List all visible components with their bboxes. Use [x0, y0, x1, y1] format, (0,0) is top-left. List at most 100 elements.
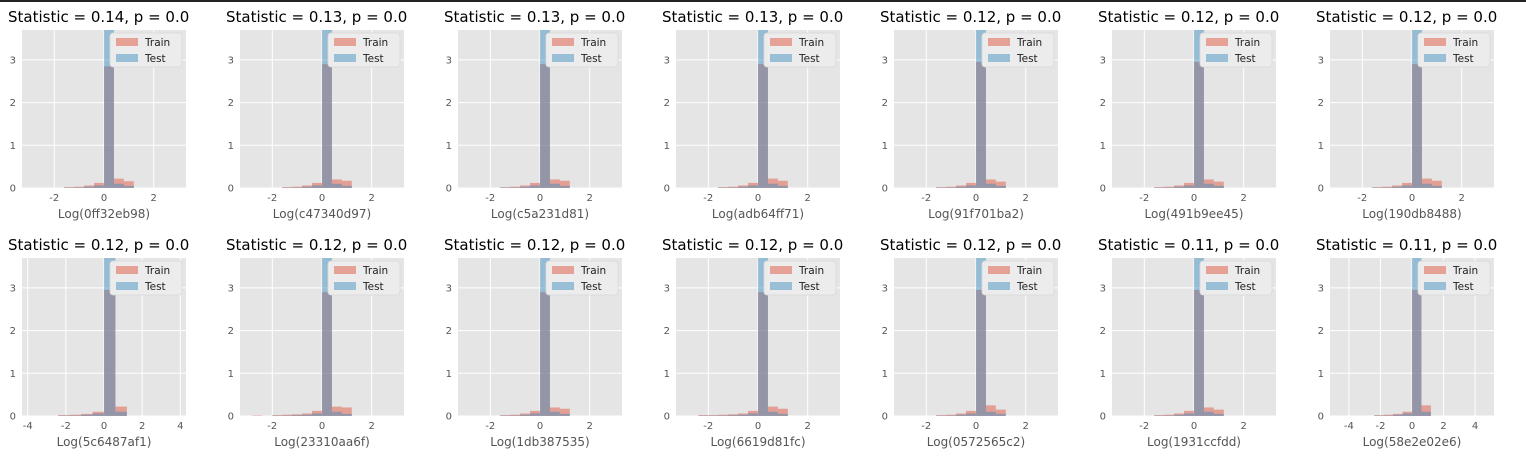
test-bar	[322, 30, 332, 188]
y-tick-label: 3	[664, 283, 670, 294]
train-bar	[282, 187, 293, 188]
x-tick-label: -2	[485, 193, 495, 204]
legend-swatch-train	[1424, 38, 1446, 46]
train-bar	[1372, 187, 1383, 188]
train-bar	[1402, 411, 1412, 416]
test-bar	[123, 185, 134, 188]
train-bar	[1184, 182, 1194, 188]
train-bar	[510, 186, 521, 188]
legend-swatch-test	[334, 54, 356, 62]
x-tick-label: 0	[319, 193, 325, 204]
x-tick-label: -4	[1344, 421, 1354, 432]
test-bar	[341, 185, 352, 188]
y-tick-label: 0	[664, 184, 670, 195]
y-tick-label: 1	[228, 141, 234, 152]
y-tick-label: 1	[1318, 141, 1324, 152]
y-tick-label: 3	[1318, 283, 1324, 294]
x-tick-label: -2	[1139, 421, 1149, 432]
train-bar	[84, 185, 95, 188]
train-bar	[1392, 185, 1403, 188]
y-tick-label: 3	[228, 283, 234, 294]
train-bar	[500, 187, 511, 188]
test-bar	[302, 414, 313, 416]
legend-swatch-train	[770, 38, 792, 46]
train-bar	[1382, 186, 1393, 188]
chart-title: Statistic = 0.12, p = 0.0	[880, 8, 1061, 26]
test-bar	[1421, 183, 1432, 188]
x-tick-label: 2	[805, 421, 811, 432]
train-bar	[1213, 409, 1224, 416]
chart-title: Statistic = 0.12, p = 0.0	[8, 236, 189, 254]
train-bar	[549, 407, 560, 416]
histogram-panel: Statistic = 0.11, p = 0.0 -4 -2 0 2 4 0 1 2 3 Log(…	[1308, 228, 1526, 456]
test-bar	[341, 413, 352, 416]
histogram-panel: Statistic = 0.12, p = 0.0 -2 0 2 0 1 2 3 Log(661…	[654, 228, 872, 456]
train-bar	[559, 180, 570, 188]
x-tick-label: -2	[49, 193, 59, 204]
x-tick-label: -2	[267, 193, 277, 204]
train-bar	[976, 62, 986, 189]
y-tick-label: 1	[446, 141, 452, 152]
train-bar	[74, 186, 85, 188]
train-bar	[708, 415, 719, 416]
train-bar	[1393, 413, 1403, 416]
legend	[545, 32, 619, 68]
legend-label-test: Test	[580, 281, 602, 293]
legend-swatch-test	[552, 282, 574, 290]
train-bar	[1174, 413, 1185, 416]
legend-label-train: Train	[798, 37, 824, 49]
x-tick-label: 2	[1459, 193, 1465, 204]
test-bar	[1393, 414, 1403, 416]
histogram-svg: Statistic = 0.13, p = 0.0 -2 0 2 0 1 2 3 Log(adb…	[662, 8, 843, 221]
test-bar	[1203, 183, 1214, 188]
train-bar	[995, 181, 1006, 188]
train-bar	[530, 410, 540, 416]
x-tick-label: -2	[485, 421, 495, 432]
y-tick-label: 1	[664, 369, 670, 380]
legend-swatch-train	[334, 38, 356, 46]
legend-swatch-test	[770, 282, 792, 290]
x-tick-label: 0	[755, 421, 761, 432]
test-bar	[559, 413, 570, 416]
x-tick-label: 2	[1440, 421, 1446, 432]
train-bar	[530, 182, 540, 188]
test-bar	[540, 258, 550, 416]
legend-label-test: Test	[144, 53, 166, 65]
histogram-svg: Statistic = 0.12, p = 0.0 -4 -2 0 2 4 0 1 2 3 Log(…	[8, 236, 189, 449]
x-tick-label: -2	[703, 193, 713, 204]
y-tick-label: 1	[10, 141, 16, 152]
legend-label-test: Test	[1016, 53, 1038, 65]
legend-label-test: Test	[1234, 281, 1256, 293]
test-bar	[115, 411, 127, 416]
test-bar	[520, 186, 531, 188]
test-bar	[549, 411, 560, 416]
chart-title: Statistic = 0.13, p = 0.0	[226, 8, 407, 26]
chart-title: Statistic = 0.12, p = 0.0	[1316, 8, 1497, 26]
legend	[109, 260, 183, 296]
x-tick-label: 2	[151, 193, 157, 204]
legend-swatch-train	[116, 266, 138, 274]
y-tick-label: 3	[882, 283, 888, 294]
test-bar	[748, 185, 758, 188]
test-bar	[312, 185, 322, 188]
x-tick-label: 0	[1191, 193, 1197, 204]
y-tick-label: 1	[228, 369, 234, 380]
train-bar	[1203, 407, 1214, 416]
train-bar	[777, 180, 788, 188]
train-bar	[272, 415, 283, 416]
train-bar	[767, 178, 778, 188]
legend-swatch-train	[552, 266, 574, 274]
train-bar	[540, 292, 550, 416]
train-bar	[966, 410, 976, 416]
x-tick-label: 0	[537, 193, 543, 204]
top-border	[0, 0, 1526, 2]
histogram-panel: Statistic = 0.13, p = 0.0 -2 0 2 0 1 2 3 Log(c5a…	[436, 0, 654, 228]
test-bar	[1194, 258, 1204, 416]
x-tick-label: 0	[537, 421, 543, 432]
test-bar	[985, 411, 996, 416]
legend-swatch-test	[334, 282, 356, 290]
y-tick-label: 3	[10, 55, 16, 66]
y-tick-label: 1	[1100, 369, 1106, 380]
train-bar	[92, 411, 104, 416]
legend-label-test: Test	[144, 281, 166, 293]
